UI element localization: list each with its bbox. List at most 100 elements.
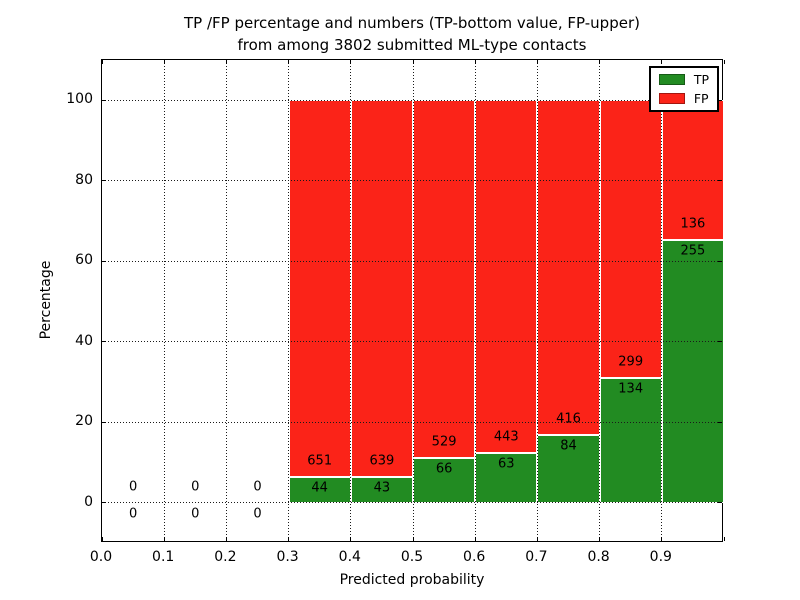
y-tick-label-80: 80 — [75, 171, 93, 188]
x-tick-mark-top — [474, 60, 476, 64]
fp-count-label-0.2: 0 — [253, 479, 262, 495]
gridline-y-80 — [102, 180, 722, 182]
gridline-x-0.9 — [661, 60, 663, 541]
gridline-x-0.1 — [163, 60, 165, 541]
y-tick-mark-right — [718, 260, 722, 262]
x-tick-mark-bottom — [474, 537, 476, 541]
fp-count-label-0.7: 416 — [556, 411, 581, 427]
y-tick-mark-left — [102, 99, 106, 101]
bar-segment-fp-0.3 — [288, 100, 351, 478]
x-tick-label-0.7: 0.7 — [525, 549, 548, 565]
y-tick-mark-left — [102, 421, 106, 423]
bar-segment-tp-0.6 — [475, 452, 538, 503]
tp-count-label-0.6: 63 — [498, 456, 515, 471]
y-tick-mark-left — [102, 502, 106, 504]
gridline-x-0.7 — [536, 60, 538, 541]
gridline-x-0.4 — [350, 60, 352, 541]
legend-label-fp: FP — [693, 91, 709, 106]
x-tick-label-0.6: 0.6 — [463, 549, 486, 565]
bar-segment-tp-0.9 — [661, 240, 724, 503]
legend-item-fp: FP — [658, 91, 709, 106]
x-tick-mark-top — [163, 60, 165, 64]
x-tick-label-0.2: 0.2 — [214, 549, 237, 565]
fp-count-label-0.3: 651 — [307, 453, 333, 469]
legend-item-tp: TP — [658, 72, 709, 87]
gridline-y-40 — [102, 341, 722, 343]
fp-count-label-0.4: 639 — [369, 453, 395, 469]
x-tick-mark-top — [225, 60, 227, 64]
gridline-x-0.5 — [412, 60, 414, 541]
fp-count-label-0.1: 0 — [191, 479, 200, 495]
y-tick-mark-left — [102, 341, 106, 343]
y-tick-label-0: 0 — [84, 493, 93, 510]
y-tick-mark-left — [102, 260, 106, 262]
x-tick-label-0.1: 0.1 — [152, 549, 175, 565]
bar-segment-fp-0.5 — [413, 100, 476, 459]
x-tick-mark-bottom — [723, 537, 725, 541]
x-tick-label-0.9: 0.9 — [649, 549, 672, 565]
tp-count-label-0.8: 134 — [618, 381, 644, 397]
legend: TP FP — [648, 66, 719, 112]
x-tick-mark-bottom — [350, 537, 352, 541]
tp-count-label-0.4: 43 — [373, 480, 391, 496]
x-tick-label-0.4: 0.4 — [338, 549, 361, 565]
legend-label-tp: TP — [693, 72, 709, 87]
tp-count-label-0: 0 — [128, 506, 138, 522]
x-tick-mark-bottom — [101, 537, 103, 541]
x-tick-mark-top — [101, 60, 103, 64]
y-tick-mark-right — [718, 341, 722, 343]
bar-segment-tp-0.7 — [537, 435, 600, 503]
gridline-x-0.3 — [288, 60, 290, 541]
y-tick-mark-right — [718, 421, 722, 423]
x-tick-mark-top — [350, 60, 352, 64]
x-tick-label-0.5: 0.5 — [400, 549, 424, 565]
chart-title-line2: from among 3802 submitted ML-type contac… — [237, 36, 587, 54]
x-tick-mark-bottom — [288, 537, 290, 541]
tp-count-label-0.5: 66 — [435, 461, 453, 477]
x-tick-mark-bottom — [599, 537, 601, 541]
y-tick-label-20: 20 — [75, 413, 93, 430]
x-tick-mark-bottom — [163, 537, 165, 541]
x-axis-label: Predicted probability — [339, 572, 485, 588]
fp-count-label-0.8: 299 — [618, 354, 644, 370]
bar-segment-fp-0.7 — [537, 100, 600, 436]
plot-area: 0 0 0 0 0 0 651 44 639 43 529 66 443 63 416 84 299 134 136… — [101, 59, 725, 542]
y-tick-label-100: 100 — [66, 91, 93, 108]
x-tick-mark-bottom — [225, 537, 227, 541]
legend-swatch-tp-icon — [658, 74, 685, 85]
x-tick-mark-top — [599, 60, 601, 64]
fp-count-label-0: 0 — [128, 479, 138, 495]
gridline-y-100 — [102, 99, 722, 101]
x-tick-label-0.8: 0.8 — [587, 549, 610, 565]
tp-count-label-0.2: 0 — [253, 506, 262, 522]
y-axis-label: Percentage — [38, 260, 54, 340]
tp-count-label-0.9: 255 — [680, 243, 706, 259]
gridline-x-0.2 — [225, 60, 227, 541]
x-tick-mark-bottom — [661, 537, 663, 541]
y-tick-mark-left — [102, 180, 106, 182]
legend-swatch-fp-icon — [658, 93, 685, 104]
bar-segment-fp-0.6 — [475, 100, 538, 453]
y-tick-label-60: 60 — [75, 252, 93, 269]
x-tick-mark-bottom — [536, 537, 538, 541]
chart-title: TP /FP percentage and numbers (TP-bottom… — [101, 12, 723, 56]
y-tick-label-40: 40 — [75, 332, 93, 349]
y-tick-mark-right — [718, 99, 722, 101]
tp-count-label-0.3: 44 — [311, 480, 328, 496]
x-tick-mark-top — [661, 60, 663, 64]
tp-count-label-0.7: 84 — [560, 438, 577, 454]
chart-title-line1: TP /FP percentage and numbers (TP-bottom… — [184, 14, 640, 32]
fp-count-label-0.6: 443 — [493, 429, 519, 445]
bar-segment-tp-0.3 — [288, 477, 351, 503]
x-tick-mark-bottom — [412, 537, 414, 541]
x-tick-mark-top — [288, 60, 290, 64]
bar-segment-tp-0.8 — [599, 378, 662, 503]
fp-count-label-0.9: 136 — [680, 216, 706, 232]
gridline-y-0 — [102, 502, 722, 504]
bar-segment-tp-0.5 — [413, 458, 476, 503]
bar-segment-fp-0.9 — [661, 100, 724, 241]
gridline-y-20 — [102, 421, 722, 423]
gridline-y-60 — [102, 260, 722, 262]
x-tick-label-0.0: 0.0 — [89, 549, 113, 565]
